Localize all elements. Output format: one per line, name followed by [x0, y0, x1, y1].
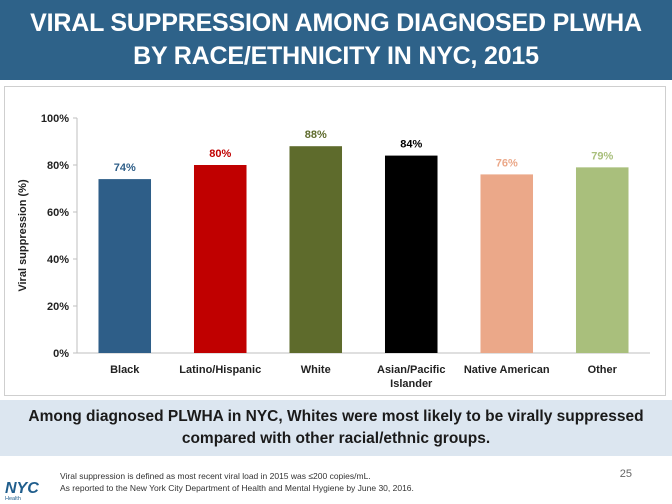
data-label: 84% — [400, 139, 422, 151]
bar-chart: 0% 20% 40% 60% 80% 100% Viral suppression (%) 7… — [17, 113, 650, 390]
bar — [98, 179, 152, 353]
bar — [480, 174, 534, 353]
category-label: Latino/Hispanic — [179, 364, 261, 376]
bar — [193, 165, 247, 353]
slide-title: VIRAL SUPPRESSION AMONG DIAGNOSED PLWHA … — [30, 9, 642, 70]
page-number: 25 — [619, 468, 632, 480]
bar — [575, 167, 629, 353]
category-label: Other — [588, 364, 618, 376]
data-label: 80% — [209, 148, 231, 160]
y-tick-label: 100% — [41, 113, 69, 125]
footnote-source: As reported to the New York City Departm… — [60, 483, 414, 493]
data-label: 74% — [114, 162, 136, 174]
slide-header: VIRAL SUPPRESSION AMONG DIAGNOSED PLWHA … — [0, 0, 672, 80]
takeaway-banner: Among diagnosed PLWHA in NYC, Whites wer… — [0, 400, 672, 456]
y-tick-label: 80% — [47, 160, 69, 172]
nyc-health-logo: NYC Health — [5, 480, 39, 502]
takeaway-text: Among diagnosed PLWHA in NYC, Whites wer… — [28, 408, 644, 447]
data-label: 79% — [591, 150, 613, 162]
data-label: 76% — [496, 157, 518, 169]
footnote-definition: Viral suppression is defined as most rec… — [60, 471, 371, 481]
y-axis-label: Viral suppression (%) — [17, 179, 29, 292]
category-label: Asian/Pacific Islander — [377, 364, 445, 390]
y-tick-label: 60% — [47, 207, 69, 219]
y-tick-label: 20% — [47, 301, 69, 313]
y-tick-label: 40% — [47, 254, 69, 266]
logo-text: NYC — [5, 480, 39, 497]
category-label: Black — [110, 364, 140, 376]
category-label: White — [301, 364, 331, 376]
chart-container: 0% 20% 40% 60% 80% 100% Viral suppression (%) 7… — [4, 86, 666, 396]
category-label: Native American — [464, 364, 550, 376]
logo-subtext: Health — [5, 496, 21, 502]
bar — [289, 146, 343, 353]
data-label: 88% — [305, 129, 327, 141]
footnotes: Viral suppression is defined as most rec… — [60, 470, 414, 494]
y-tick-label: 0% — [53, 348, 69, 360]
bar — [384, 155, 438, 353]
